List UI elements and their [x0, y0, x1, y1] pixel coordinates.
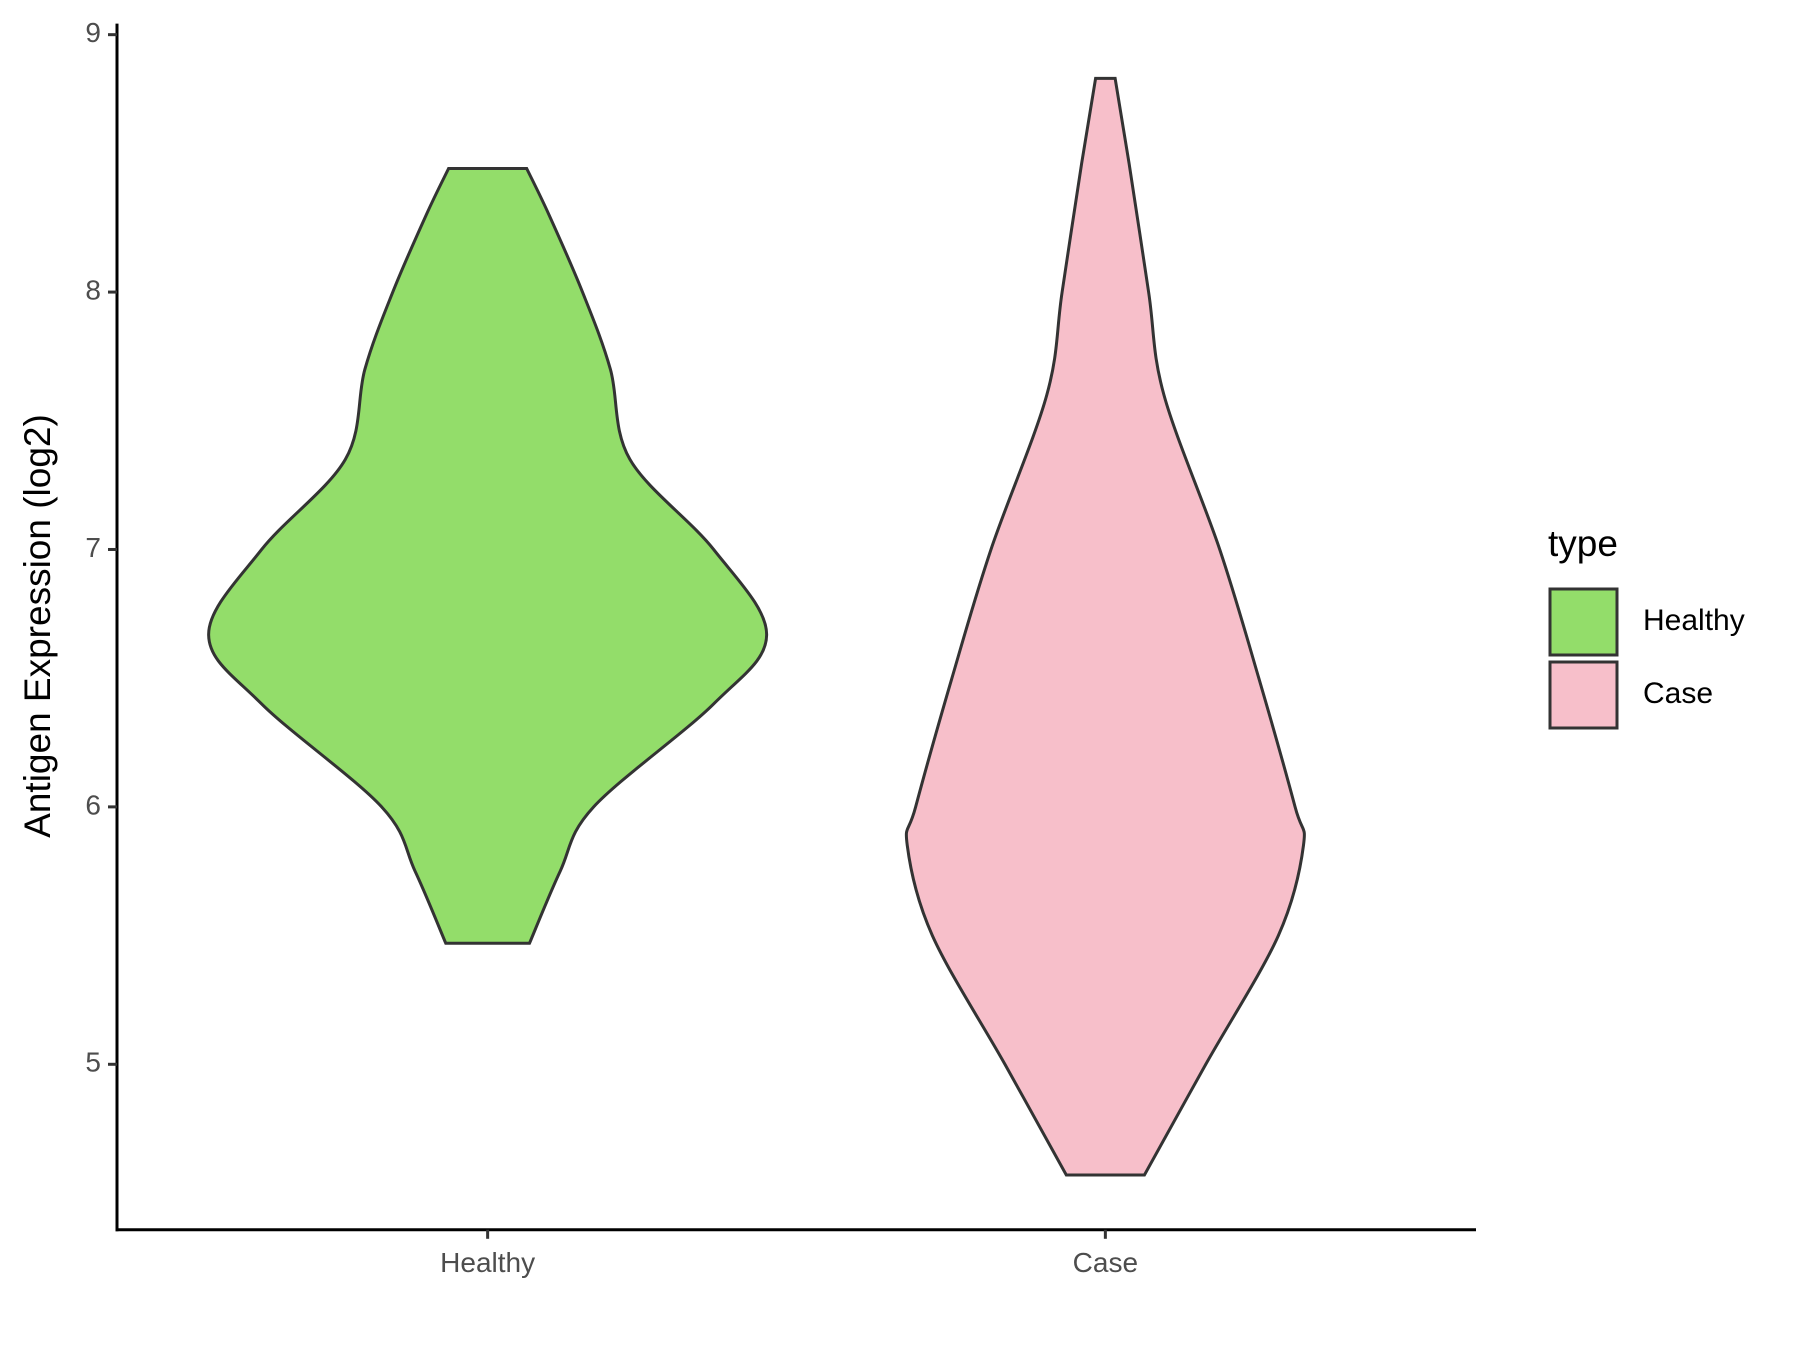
- legend-label: Case: [1643, 677, 1713, 710]
- violin: [207, 167, 769, 945]
- violin: [904, 76, 1306, 1177]
- y-tick-label: 9: [85, 17, 101, 48]
- legend-label: Healthy: [1643, 604, 1745, 637]
- y-axis-title: Antigen Expression (log2): [17, 414, 58, 838]
- x-tick-label: Healthy: [440, 1247, 535, 1278]
- y-tick-label: 6: [85, 789, 101, 820]
- y-tick-label: 5: [85, 1047, 101, 1078]
- legend-title: type: [1548, 523, 1618, 564]
- y-tick-label: 7: [85, 532, 101, 563]
- y-tick-label: 8: [85, 274, 101, 305]
- legend-key: [1548, 587, 1619, 657]
- legend-key: [1548, 660, 1619, 730]
- x-tick-label: Case: [1073, 1247, 1138, 1278]
